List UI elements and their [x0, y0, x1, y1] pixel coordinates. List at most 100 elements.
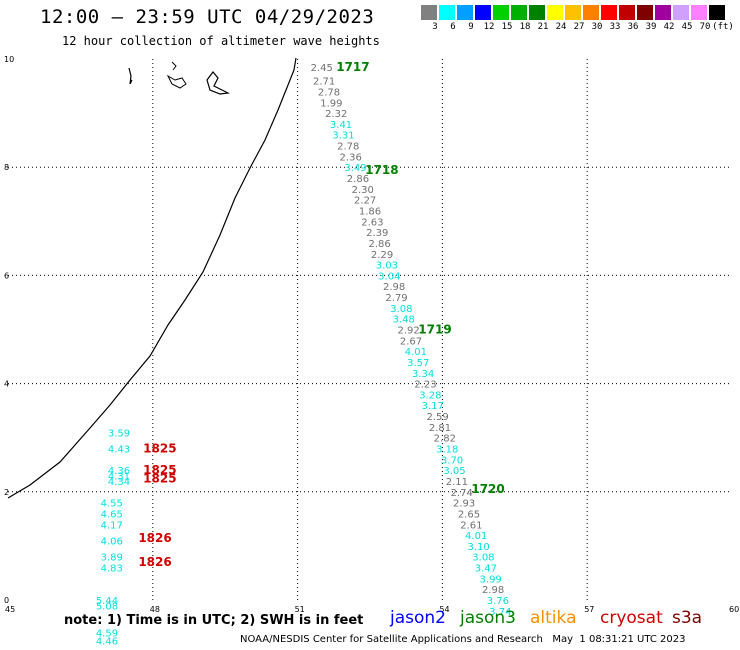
wave-height-value: 2.30	[352, 185, 374, 196]
legend-swatch	[475, 5, 492, 20]
wave-height-value: 4.01	[465, 531, 487, 542]
satellite-legend-altika: altika	[530, 608, 577, 628]
legend-swatch	[511, 5, 528, 20]
x-tick-label: 51	[295, 605, 305, 614]
wave-height-value: 4.36	[108, 466, 130, 477]
wave-height-value: 2.39	[366, 228, 388, 239]
wave-height-value: 2.61	[460, 520, 482, 531]
wave-height-value: 2.74	[451, 488, 473, 499]
wave-height-value: 3.17	[422, 401, 444, 412]
legend-swatch	[547, 5, 564, 20]
y-tick-label: 4	[4, 380, 9, 389]
legend-swatch	[709, 5, 726, 20]
wave-height-value: 2.81	[429, 423, 451, 434]
wave-height-value: 4.65	[101, 509, 123, 520]
wave-height-value: 3.41	[330, 120, 352, 131]
wave-height-value: 2.27	[354, 196, 376, 207]
legend-swatch	[637, 5, 654, 20]
wave-height-value: 3.89	[101, 553, 123, 564]
wave-height-value: 4.55	[101, 499, 123, 510]
legend-label: 15	[501, 22, 513, 32]
legend-swatch	[691, 5, 708, 20]
wave-height-value: 2.36	[340, 152, 362, 163]
wave-height-value: 4.46	[96, 637, 118, 648]
wave-height-value: 5.08	[96, 601, 118, 612]
legend-label: 21	[537, 22, 549, 32]
coastline	[7, 57, 297, 499]
wave-height-value: 4.31	[108, 472, 130, 483]
wave-height-value: 2.79	[385, 293, 407, 304]
wave-height-value: 3.59	[108, 428, 130, 439]
wave-height-value: 2.86	[369, 239, 391, 250]
wave-height-value: 2.93	[453, 499, 475, 510]
legend-label: 30	[591, 22, 603, 32]
wave-height-value: 2.23	[414, 380, 436, 391]
pass-time-label: 1825	[143, 471, 176, 485]
pass-time-label: 1720	[471, 482, 504, 496]
legend-label: 9	[468, 22, 474, 32]
legend-label: 39	[645, 22, 657, 32]
pass-time-label: 1719	[418, 323, 451, 337]
wave-height-value: 5.44	[96, 596, 118, 607]
wave-height-value: 2.63	[361, 217, 383, 228]
legend-swatch	[583, 5, 600, 20]
footer-credit: NOAA/NESDIS Center for Satellite Applica…	[240, 634, 686, 645]
page-title: 12:00 – 23:59 UTC 04/29/2023	[40, 6, 375, 28]
legend-label: 24	[555, 22, 567, 32]
legend-label: 45	[681, 22, 693, 32]
wave-height-value: 3.48	[393, 315, 415, 326]
page-subtitle: 12 hour collection of altimeter wave hei…	[62, 34, 380, 48]
wave-height-value: 2.71	[313, 77, 335, 88]
y-tick-label: 10	[4, 55, 14, 64]
legend-unit: (ft)	[712, 22, 734, 32]
legend-swatch	[619, 5, 636, 20]
pass-time-label: 1826	[138, 531, 171, 545]
legend-label: 3	[432, 22, 438, 32]
y-tick-label: 2	[4, 488, 9, 497]
pass-time-label: 1718	[365, 163, 398, 177]
wave-height-value: 3.76	[487, 596, 509, 607]
wave-height-value: 4.17	[101, 520, 123, 531]
y-tick-label: 6	[4, 271, 9, 280]
pass-time-label: 1825	[143, 463, 176, 477]
wave-height-value: 4.34	[108, 477, 130, 488]
legend-swatch	[673, 5, 690, 20]
wave-height-value: 3.08	[390, 304, 412, 315]
legend-label: 27	[573, 22, 585, 32]
coastline-path	[7, 57, 297, 499]
wave-height-value: 2.29	[371, 250, 393, 261]
observations-layer: 2.452.712.781.992.323.413.312.782.363.49…	[96, 63, 512, 647]
legend-swatch	[565, 5, 582, 20]
legend-label: 18	[519, 22, 531, 32]
wave-height-value: 3.08	[472, 553, 494, 564]
wave-height-value: 3.05	[443, 466, 465, 477]
x-tick-label: 45	[5, 605, 15, 614]
wave-height-value: 3.49	[344, 163, 366, 174]
x-tick-label: 57	[584, 605, 594, 614]
wave-height-value: 2.98	[383, 282, 405, 293]
y-tick-label: 8	[4, 163, 9, 172]
wave-height-value: 4.01	[405, 347, 427, 358]
legend-swatch	[439, 5, 456, 20]
wave-height-value: 3.18	[436, 445, 458, 456]
legend-label: 70	[699, 22, 711, 32]
wave-height-value: 2.65	[458, 509, 480, 520]
satellite-legend-jason3: jason3	[460, 608, 516, 628]
wave-height-value: 3.03	[376, 261, 398, 272]
legend-swatch	[421, 5, 438, 20]
wave-height-value: 4.83	[101, 564, 123, 575]
legend-label: 36	[627, 22, 639, 32]
wave-height-value: 2.45	[311, 63, 333, 74]
satellite-legend-s3a: s3a	[672, 608, 703, 628]
wave-height-value: 3.34	[412, 369, 434, 380]
y-tick-label: 0	[4, 596, 9, 605]
wave-height-value: 3.31	[332, 131, 354, 142]
wave-height-value: 3.10	[467, 542, 489, 553]
wave-height-value: 2.78	[318, 87, 340, 98]
satellite-legend-jason2: jason2	[390, 608, 446, 628]
island-shape	[128, 67, 133, 85]
map-grid	[8, 59, 732, 600]
wave-height-value: 4.59	[96, 628, 118, 639]
